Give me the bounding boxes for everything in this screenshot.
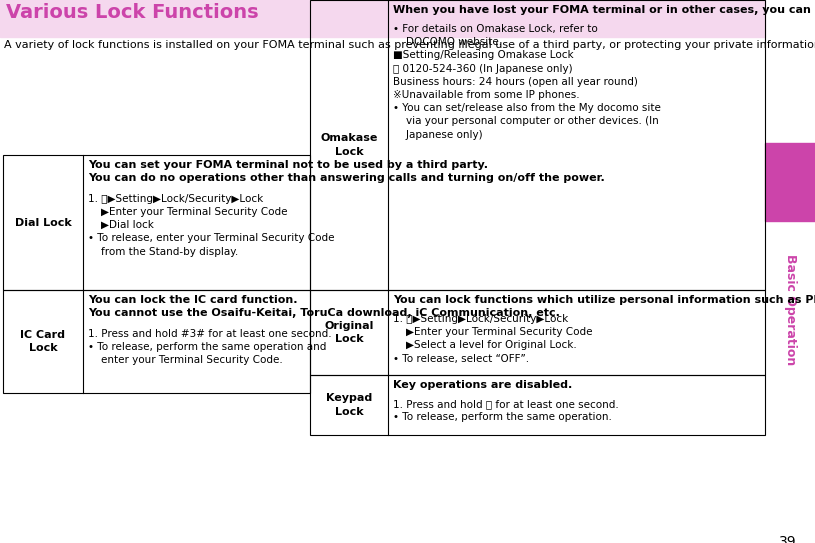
Text: Keypad
Lock: Keypad Lock xyxy=(326,393,372,416)
Text: 39: 39 xyxy=(779,535,797,543)
Text: When you have lost your FOMA terminal or in other cases, you can lock your perso: When you have lost your FOMA terminal or… xyxy=(393,5,815,15)
Bar xyxy=(310,375,765,435)
Text: 1. Press and hold #3# for at least one second.
• To release, perform the same op: 1. Press and hold #3# for at least one s… xyxy=(88,329,332,365)
Text: Key operations are disabled.: Key operations are disabled. xyxy=(393,380,572,390)
Text: You can set your FOMA terminal not to be used by a third party.
You can do no op: You can set your FOMA terminal not to be… xyxy=(88,160,605,183)
Text: 1. Press and hold Ⓞ for at least one second.
• To release, perform the same oper: 1. Press and hold Ⓞ for at least one sec… xyxy=(393,399,619,422)
Bar xyxy=(3,290,310,393)
Text: 1. Ⓜ▶Setting▶Lock/Security▶Lock
    ▶Enter your Terminal Security Code
    ▶Dial: 1. Ⓜ▶Setting▶Lock/Security▶Lock ▶Enter y… xyxy=(88,194,334,257)
Text: You can lock the IC card function.
You cannot use the Osaifu-Keitai, ToruCa down: You can lock the IC card function. You c… xyxy=(88,295,560,318)
Text: Basic Operation: Basic Operation xyxy=(783,254,796,365)
Text: 1. Ⓜ▶Setting▶Lock/Security▶Lock
    ▶Enter your Terminal Security Code
    ▶Sele: 1. Ⓜ▶Setting▶Lock/Security▶Lock ▶Enter y… xyxy=(393,314,593,363)
Bar xyxy=(310,290,765,375)
Text: Various Lock Functions: Various Lock Functions xyxy=(6,3,258,22)
Bar xyxy=(310,0,765,290)
Bar xyxy=(765,143,815,221)
Text: IC Card
Lock: IC Card Lock xyxy=(20,330,65,353)
Bar xyxy=(3,155,310,290)
Bar xyxy=(0,0,765,37)
Text: • For details on Omakase Lock, refer to
    DOCOMO website.
■Setting/Releasing O: • For details on Omakase Lock, refer to … xyxy=(393,24,661,140)
Text: You can lock functions which utilize personal information such as Phonebook entr: You can lock functions which utilize per… xyxy=(393,295,815,305)
Text: Omakase
Lock: Omakase Lock xyxy=(320,134,377,156)
Text: A variety of lock functions is installed on your FOMA terminal such as preventin: A variety of lock functions is installed… xyxy=(4,40,815,50)
Text: Original
Lock: Original Lock xyxy=(324,321,374,344)
Text: Dial Lock: Dial Lock xyxy=(15,218,72,228)
